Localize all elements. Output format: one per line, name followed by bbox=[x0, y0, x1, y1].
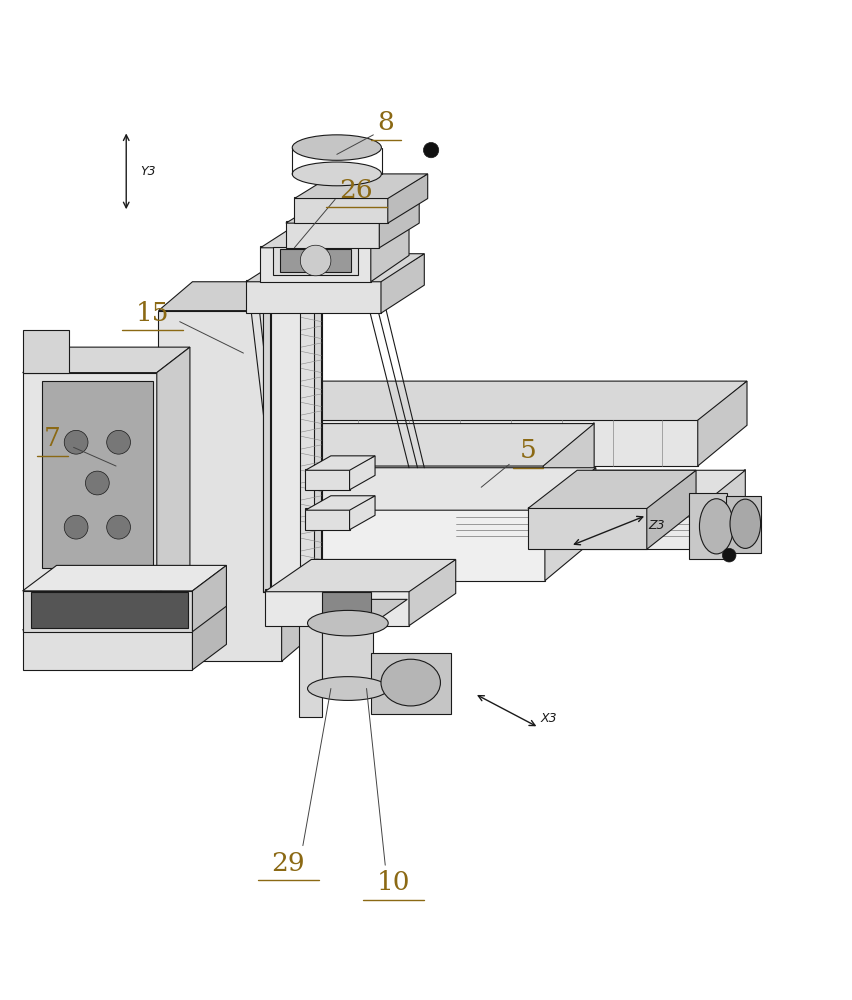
Polygon shape bbox=[261, 223, 409, 248]
Text: 7: 7 bbox=[44, 426, 60, 451]
Text: Z3: Z3 bbox=[648, 519, 665, 532]
Polygon shape bbox=[157, 347, 190, 593]
Polygon shape bbox=[261, 246, 371, 282]
Polygon shape bbox=[314, 282, 320, 592]
Polygon shape bbox=[371, 223, 409, 282]
Ellipse shape bbox=[292, 135, 382, 160]
Polygon shape bbox=[246, 280, 381, 313]
Text: 26: 26 bbox=[340, 178, 373, 203]
Polygon shape bbox=[349, 496, 375, 530]
Text: 10: 10 bbox=[377, 870, 411, 895]
Polygon shape bbox=[265, 420, 698, 466]
Text: Y3: Y3 bbox=[141, 165, 156, 178]
Polygon shape bbox=[409, 559, 456, 626]
Polygon shape bbox=[300, 282, 322, 592]
Polygon shape bbox=[23, 373, 157, 593]
Circle shape bbox=[106, 515, 130, 539]
Polygon shape bbox=[280, 249, 351, 272]
Text: X3: X3 bbox=[541, 712, 557, 725]
Polygon shape bbox=[349, 456, 375, 490]
Polygon shape bbox=[545, 468, 596, 581]
Polygon shape bbox=[269, 248, 311, 592]
Ellipse shape bbox=[699, 499, 734, 554]
Polygon shape bbox=[23, 347, 190, 373]
Polygon shape bbox=[544, 423, 594, 510]
Ellipse shape bbox=[308, 610, 389, 636]
Polygon shape bbox=[263, 248, 272, 592]
Polygon shape bbox=[295, 197, 388, 223]
Polygon shape bbox=[265, 465, 544, 510]
Ellipse shape bbox=[308, 677, 389, 700]
Polygon shape bbox=[263, 282, 270, 592]
Polygon shape bbox=[42, 381, 153, 568]
Polygon shape bbox=[305, 508, 349, 530]
Polygon shape bbox=[698, 469, 746, 549]
Polygon shape bbox=[193, 604, 227, 670]
Polygon shape bbox=[689, 493, 728, 559]
Polygon shape bbox=[452, 470, 746, 508]
Polygon shape bbox=[23, 630, 193, 670]
Polygon shape bbox=[286, 199, 419, 223]
Polygon shape bbox=[528, 507, 647, 549]
Polygon shape bbox=[265, 424, 594, 466]
Polygon shape bbox=[647, 470, 696, 549]
Polygon shape bbox=[193, 565, 227, 632]
Text: 5: 5 bbox=[520, 438, 536, 463]
Circle shape bbox=[85, 471, 109, 495]
Polygon shape bbox=[23, 565, 227, 591]
Ellipse shape bbox=[381, 659, 440, 706]
Polygon shape bbox=[23, 591, 193, 632]
Polygon shape bbox=[308, 248, 317, 592]
Polygon shape bbox=[371, 653, 452, 714]
Polygon shape bbox=[381, 254, 424, 313]
Ellipse shape bbox=[292, 162, 382, 186]
Polygon shape bbox=[286, 221, 379, 248]
Polygon shape bbox=[273, 247, 358, 275]
Polygon shape bbox=[452, 507, 698, 549]
Circle shape bbox=[722, 548, 736, 562]
Polygon shape bbox=[322, 623, 373, 689]
Polygon shape bbox=[305, 469, 349, 490]
Polygon shape bbox=[322, 592, 371, 621]
Polygon shape bbox=[23, 604, 227, 630]
Polygon shape bbox=[158, 282, 315, 311]
Polygon shape bbox=[388, 174, 428, 223]
Polygon shape bbox=[23, 330, 69, 373]
Polygon shape bbox=[295, 174, 428, 199]
Circle shape bbox=[106, 430, 130, 454]
Text: 29: 29 bbox=[272, 851, 305, 876]
Polygon shape bbox=[265, 559, 456, 592]
Circle shape bbox=[64, 430, 88, 454]
Polygon shape bbox=[32, 592, 188, 628]
Polygon shape bbox=[265, 381, 747, 422]
Circle shape bbox=[423, 142, 439, 158]
Polygon shape bbox=[265, 468, 596, 510]
Polygon shape bbox=[379, 199, 419, 248]
Polygon shape bbox=[246, 254, 424, 282]
Circle shape bbox=[300, 245, 331, 276]
Polygon shape bbox=[698, 381, 747, 466]
Polygon shape bbox=[298, 623, 322, 717]
Polygon shape bbox=[726, 496, 762, 553]
Polygon shape bbox=[528, 470, 696, 508]
Circle shape bbox=[64, 515, 88, 539]
Polygon shape bbox=[305, 456, 375, 470]
Polygon shape bbox=[305, 496, 375, 510]
Text: 8: 8 bbox=[377, 110, 394, 135]
Text: 15: 15 bbox=[135, 301, 170, 326]
Polygon shape bbox=[265, 508, 545, 581]
Ellipse shape bbox=[730, 499, 761, 548]
Polygon shape bbox=[322, 599, 407, 623]
Polygon shape bbox=[158, 311, 282, 661]
Polygon shape bbox=[282, 282, 315, 661]
Polygon shape bbox=[265, 589, 409, 626]
